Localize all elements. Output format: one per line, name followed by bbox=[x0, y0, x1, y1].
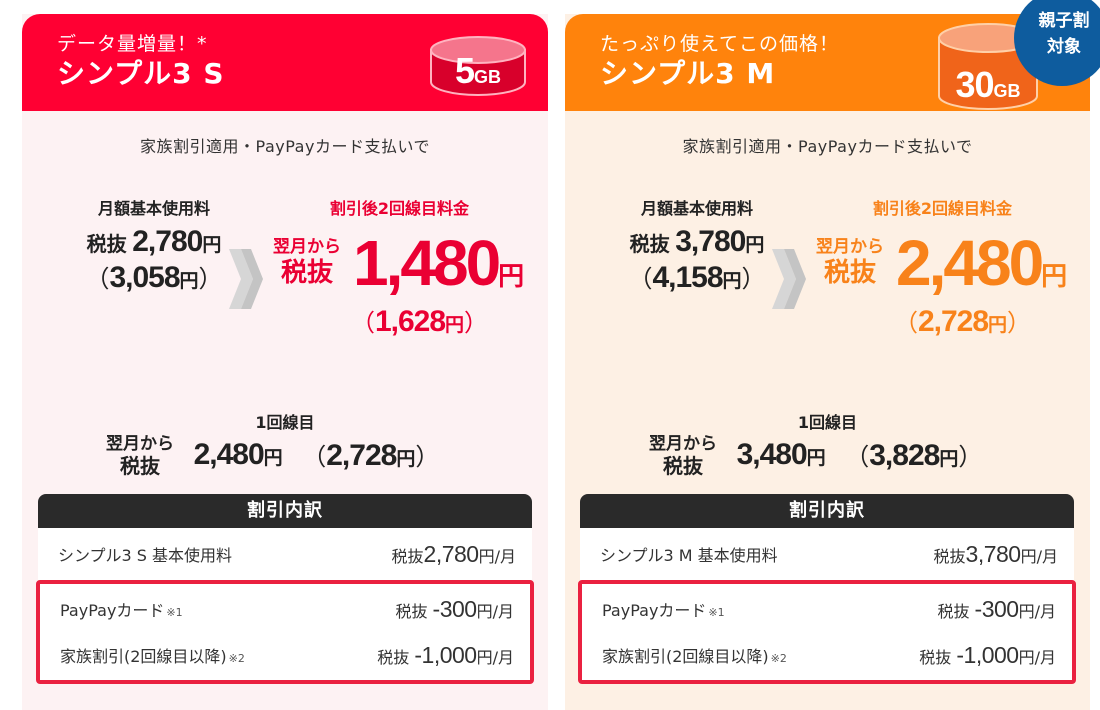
data-cylinder-icon: 30GB bbox=[936, 20, 1040, 110]
base-price-incl-tax: （4,158円） bbox=[628, 261, 766, 294]
base-price: 税抜 3,780円 bbox=[629, 225, 765, 258]
first-line-label: 1回線目 bbox=[797, 413, 858, 432]
breakdown-row-base: シンプル3 S 基本使用料 税抜2,780円/月 bbox=[58, 540, 516, 567]
base-price-label: 月額基本使用料 bbox=[640, 199, 753, 218]
plan-name: シンプル3 S bbox=[57, 57, 225, 90]
plan-header: たっぷり使えてこの価格！ シンプル3 M 30GB bbox=[565, 14, 1090, 111]
double-chevron-right-icon bbox=[770, 247, 810, 315]
discounted-price-incl-tax: （1,628円） bbox=[350, 305, 489, 338]
first-line-price-block: 1回線目 翌月から 税抜 3,480円 （3,828円） bbox=[565, 337, 1090, 477]
discount-condition: 家族割引適用・PayPayカード支払いで bbox=[682, 137, 973, 156]
first-line-label: 1回線目 bbox=[255, 413, 315, 432]
discount-condition: 家族割引適用・PayPayカード支払いで bbox=[140, 137, 430, 156]
discount-highlight-box: PayPayカード ※1 税抜 -300円/月 家族割引(2回線目以降) ※2 税抜… bbox=[36, 580, 534, 684]
discounted-price-block: 割引後2回線目料金 翌月から 税抜 1,480円 （1,628円） bbox=[267, 195, 532, 339]
breakdown-title: 割引内訳 bbox=[580, 494, 1074, 528]
plan-name: シンプル3 M bbox=[600, 57, 776, 90]
double-chevron-right-icon bbox=[227, 247, 267, 315]
base-price-label: 月額基本使用料 bbox=[97, 199, 210, 218]
breakdown-row-paypay: PayPayカード ※1 税抜 -300円/月 bbox=[602, 595, 1056, 622]
first-line-price-incl-tax: （3,828円） bbox=[845, 439, 983, 472]
first-line-price: 2,480円 bbox=[193, 438, 283, 471]
breakdown-row-family: 家族割引(2回線目以降) ※2 税抜 -1,000円/月 bbox=[602, 641, 1056, 668]
discounted-price-label: 割引後2回線目料金 bbox=[329, 199, 470, 218]
discount-highlight-box: PayPayカード ※1 税抜 -300円/月 家族割引(2回線目以降) ※2 税抜… bbox=[578, 580, 1076, 684]
discounted-price-label: 割引後2回線目料金 bbox=[872, 199, 1013, 218]
base-price: 税抜 2,780円 bbox=[86, 225, 222, 258]
plan-header: データ量増量！* シンプル3 S 5GB bbox=[22, 14, 548, 111]
plan-card-simple3-m: たっぷり使えてこの価格！ シンプル3 M 30GB 家族割引適用・PayPayカ… bbox=[565, 14, 1090, 710]
plan-catchphrase: たっぷり使えてこの価格！ bbox=[600, 33, 840, 55]
discounted-price: 2,480円 bbox=[896, 227, 1068, 299]
plan-catchphrase: データ量増量！* bbox=[57, 33, 208, 55]
data-amount: 30GB bbox=[955, 64, 1021, 105]
base-price-block: 月額基本使用料 税抜 3,780円 （4,158円） bbox=[617, 195, 777, 295]
breakdown-row-paypay: PayPayカード ※1 税抜 -300円/月 bbox=[60, 595, 514, 622]
base-price-incl-tax: （3,058円） bbox=[85, 261, 223, 294]
parent-child-discount-badge: 親子割 対象 bbox=[1014, 0, 1100, 86]
data-cylinder-icon: 5GB bbox=[428, 34, 528, 98]
discount-breakdown: 割引内訳 シンプル3 M 基本使用料 税抜3,780円/月 PayPayカード ※… bbox=[578, 494, 1076, 684]
breakdown-title: 割引内訳 bbox=[38, 494, 532, 528]
price-area: 月額基本使用料 税抜 2,780円 （3,058円） 割引後2回線目料金 翌月か… bbox=[22, 157, 548, 339]
price-area: 月額基本使用料 税抜 3,780円 （4,158円） 割引後2回線目料金 翌月か… bbox=[565, 157, 1090, 339]
discounted-price-incl-tax: （2,728円） bbox=[893, 305, 1032, 338]
breakdown-row-family: 家族割引(2回線目以降) ※2 税抜 -1,000円/月 bbox=[60, 641, 514, 668]
base-price-block: 月額基本使用料 税抜 2,780円 （3,058円） bbox=[74, 195, 234, 295]
discounted-price-block: 割引後2回線目料金 翌月から 税抜 2,480円 （2,728円） bbox=[810, 195, 1075, 339]
discount-breakdown: 割引内訳 シンプル3 S 基本使用料 税抜2,780円/月 PayPayカード ※… bbox=[36, 494, 534, 684]
discounted-price: 1,480円 bbox=[353, 227, 525, 299]
data-amount: 5GB bbox=[454, 50, 502, 91]
breakdown-row-base: シンプル3 M 基本使用料 税抜3,780円/月 bbox=[600, 540, 1058, 567]
first-line-price-block: 1回線目 翌月から 税抜 2,480円 （2,728円） bbox=[22, 337, 548, 477]
first-line-price: 3,480円 bbox=[736, 438, 826, 471]
first-line-price-incl-tax: （2,728円） bbox=[302, 439, 440, 472]
plan-card-simple3-s: データ量増量！* シンプル3 S 5GB 家族割引適用・PayPayカード支払い… bbox=[22, 14, 548, 710]
